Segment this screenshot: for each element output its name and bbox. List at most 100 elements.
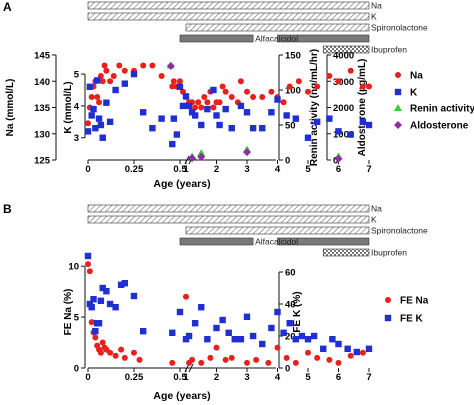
data-point — [88, 304, 95, 311]
data-point — [268, 88, 275, 95]
data-point — [189, 356, 196, 363]
data-point — [365, 345, 373, 352]
data-point — [140, 62, 147, 69]
data-point — [110, 73, 117, 79]
data-point — [121, 280, 128, 287]
data-point — [335, 340, 342, 348]
data-point — [210, 86, 217, 94]
data-point — [85, 120, 91, 127]
data-point — [149, 124, 156, 132]
y-tick-label-1-0: 0 — [285, 364, 290, 375]
data-point — [90, 105, 97, 113]
x-tick-label-3: 1 — [183, 372, 189, 383]
y-tick-label-2-2: 100 — [285, 86, 301, 97]
x-tick-label-8: 6 — [336, 164, 341, 175]
data-point — [198, 121, 205, 129]
data-point — [185, 102, 193, 110]
data-point — [237, 102, 245, 110]
legend: FE Na FE K — [384, 296, 429, 325]
data-point — [149, 62, 156, 69]
data-point — [92, 334, 99, 341]
legend-marker — [394, 88, 402, 96]
treatment-label-0: Na — [371, 1, 382, 11]
data-point — [140, 109, 147, 116]
data-point — [112, 352, 119, 359]
data-point — [101, 62, 108, 69]
legend-marker — [385, 297, 391, 303]
x-tick-label-5: 3 — [244, 164, 249, 175]
data-point — [88, 94, 95, 100]
data-point — [326, 356, 333, 363]
legend-marker — [394, 104, 402, 111]
x-tick-label-3: 1 — [183, 164, 189, 175]
data-point — [195, 99, 202, 106]
data-point — [173, 131, 181, 138]
data-point — [103, 99, 110, 106]
x-tick-label-1: 0.25 — [125, 372, 144, 383]
data-point — [117, 281, 125, 288]
data-point — [280, 329, 287, 336]
data-point — [197, 149, 206, 156]
data-point — [335, 359, 342, 366]
data-point — [107, 78, 114, 85]
data-point — [274, 96, 281, 103]
y-axis-title-2: Renin activity (ng/mL/hr) — [309, 49, 320, 166]
data-point — [314, 83, 321, 90]
data-point — [169, 359, 176, 366]
data-point — [213, 112, 220, 119]
data-point — [347, 67, 354, 74]
data-point — [225, 329, 232, 336]
data-point — [197, 152, 206, 161]
treatment-label-3: Alfacalcidol — [255, 34, 298, 44]
data-point — [359, 349, 366, 356]
y-tick-label-2-3: 150 — [285, 51, 301, 62]
data-point — [140, 328, 147, 335]
data-point — [295, 78, 302, 85]
data-point — [243, 109, 251, 116]
data-point — [97, 349, 104, 356]
x-tick-label-4: 2 — [214, 164, 219, 175]
data-point — [103, 67, 110, 74]
treatment-bar-0 — [87, 204, 370, 213]
data-point — [192, 104, 199, 111]
data-point — [169, 329, 176, 336]
x-tick-label-7: 5 — [305, 164, 311, 175]
panel-label-b: B — [3, 202, 12, 216]
y-tick-label-3-1: 1000 — [333, 129, 354, 140]
data-point — [335, 128, 342, 135]
data-point — [292, 115, 299, 122]
data-point — [158, 73, 165, 79]
data-point — [112, 86, 119, 94]
data-point — [243, 313, 251, 320]
data-point — [222, 105, 229, 113]
data-point — [176, 78, 183, 85]
treatment-bar-5 — [322, 248, 370, 257]
treatment-label-2: Spironolactone — [371, 23, 428, 33]
data-point — [118, 346, 125, 353]
data-point — [335, 78, 342, 85]
data-point — [320, 345, 327, 352]
x-tick-label-4: 2 — [214, 372, 219, 383]
data-point — [329, 336, 336, 343]
data-point — [97, 121, 105, 129]
data-point — [88, 319, 95, 326]
legend-label: FE K — [400, 314, 424, 325]
data-point — [280, 99, 287, 106]
series-fe-na — [85, 261, 366, 366]
data-point — [130, 292, 138, 300]
data-point — [305, 349, 311, 356]
data-point — [219, 316, 226, 324]
treatment-bar-4 — [277, 34, 370, 43]
treatment-bar-1 — [87, 12, 370, 21]
data-point — [198, 104, 205, 111]
data-point — [286, 320, 293, 327]
y-tick-label-0-2: 10 — [68, 262, 79, 273]
data-point — [228, 124, 235, 132]
data-point — [274, 308, 281, 316]
data-point — [90, 296, 97, 303]
data-point — [228, 354, 235, 361]
data-point — [207, 354, 214, 361]
data-point — [222, 88, 229, 95]
